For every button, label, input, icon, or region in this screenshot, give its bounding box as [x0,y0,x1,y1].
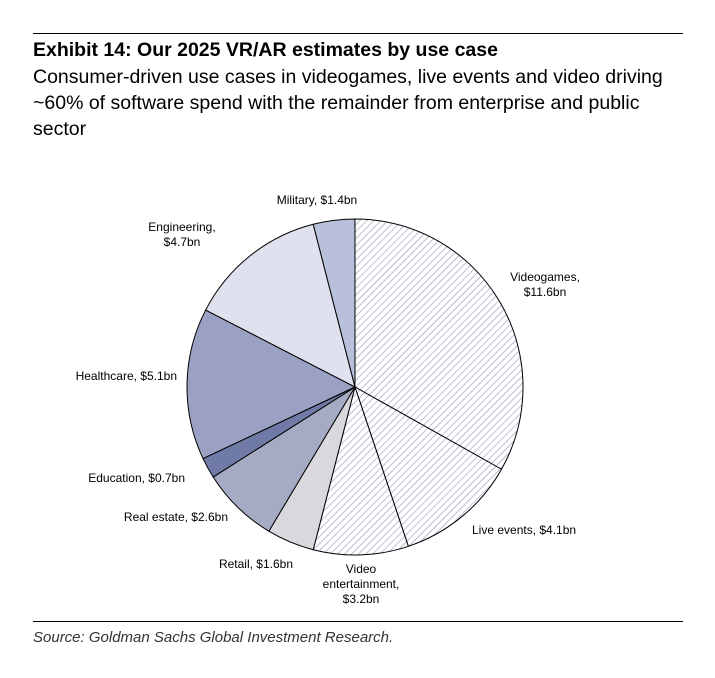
pie-slice-engineering [205,223,356,388]
pie-label-military: Military, $1.4bn [277,193,357,207]
pie-slice-healthcare [186,309,356,460]
pie-label-video-entertainment: Video entertainment, $3.2bn [323,562,400,606]
pie-labels: Videogames, $11.6bn Live events, $4.1bn Vid… [76,193,580,606]
pie-label-videogames: Videogames, $11.6bn [510,270,580,299]
exhibit-subtitle: Consumer-driven use cases in videogames,… [33,66,663,140]
pie-label-education: Education, $0.7bn [88,471,185,485]
pie-label-real-estate: Real estate, $2.6bn [124,510,228,524]
pie-slice-live-events [354,386,502,547]
pie-slice-videogames [354,218,524,470]
pie-label-engineering: Engineering, $4.7bn [148,220,215,249]
pie-label-healthcare: Healthcare, $5.1bn [76,369,177,383]
pie-slice-video-entertainment [312,386,409,556]
pie-slices [186,218,524,556]
bottom-rule [33,621,683,622]
top-rule [33,33,683,34]
pie-label-live-events: Live events, $4.1bn [472,523,576,537]
pie-slice-military [312,218,356,388]
exhibit-title: Exhibit 14: Our 2025 VR/AR estimates by … [33,39,498,61]
source-note: Source: Goldman Sachs Global Investment … [33,629,394,646]
pie-label-retail: Retail, $1.6bn [219,557,293,571]
